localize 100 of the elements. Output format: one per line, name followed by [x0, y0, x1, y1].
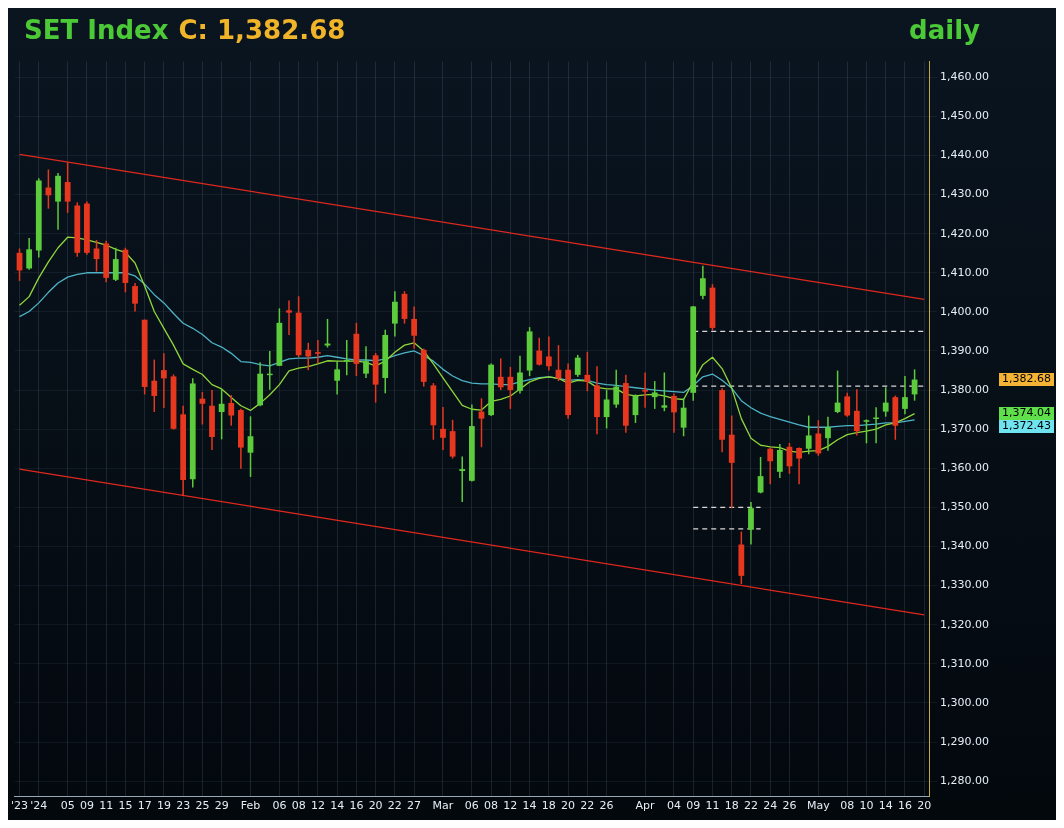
text: 1,374.04 — [1002, 406, 1051, 420]
y-tick-label: 1,370.00 — [940, 422, 989, 436]
y-tick-label: 1,390.00 — [940, 343, 989, 357]
candlestick — [651, 380, 658, 410]
x-tick-label: Apr — [635, 799, 656, 813]
x-tick-label: 20 — [917, 799, 932, 813]
candlestick — [545, 335, 552, 372]
x-tick-label: 18 — [541, 799, 556, 813]
x-tick-label: 14 — [878, 799, 893, 813]
chart-title: SET Index — [24, 15, 169, 45]
candlestick — [411, 305, 418, 350]
candlestick — [507, 366, 514, 410]
candlestick — [26, 237, 33, 271]
x-tick-label: 26 — [599, 799, 614, 813]
candlestick — [796, 446, 802, 486]
candlestick — [286, 299, 292, 336]
candlestick — [776, 443, 783, 479]
candlestick — [218, 388, 225, 441]
candlestick — [767, 446, 774, 486]
y-tick-label: 1,400.00 — [940, 304, 989, 318]
candlestick — [661, 371, 668, 412]
chart-subtitle: daily — [909, 15, 980, 45]
x-tick-label: 16 — [897, 799, 912, 813]
candlestick — [863, 418, 870, 445]
x-tick-label: 18 — [724, 799, 739, 813]
x-tick-label: 16 — [349, 799, 364, 813]
x-tick-label: 05 — [60, 799, 75, 813]
x-tick-label: 19 — [156, 799, 171, 813]
x-tick-label: 08 — [840, 799, 855, 813]
text: C: 1,382.68 — [178, 15, 346, 45]
candlestick — [613, 369, 620, 409]
y-tick-label: 1,360.00 — [940, 461, 989, 475]
candlestick — [671, 392, 677, 434]
candlestick — [882, 386, 889, 418]
candlestick — [825, 415, 831, 452]
x-tick-label: 08 — [291, 799, 306, 813]
candlestick — [132, 282, 138, 313]
y-tick-label: 1,440.00 — [940, 148, 989, 162]
x-tick-label: Mar — [432, 799, 454, 813]
candlestick — [112, 247, 119, 282]
candlestick — [844, 392, 851, 418]
x-tick-label: 09 — [686, 799, 701, 813]
y-tick-label: 1,320.00 — [940, 617, 989, 631]
y-tick-label: 1,410.00 — [940, 265, 989, 279]
x-tick-label: 12 — [503, 799, 518, 813]
candlestick — [574, 354, 581, 378]
x-tick-label: 15 — [118, 799, 133, 813]
x-tick-label: 10 — [859, 799, 874, 813]
x-tick-label: 12 — [310, 799, 325, 813]
x-tick-label: 23 — [176, 799, 191, 813]
x-tick-label: Feb — [240, 799, 261, 813]
x-tick-label: 24 — [763, 799, 778, 813]
x-tick-label: '23 — [11, 799, 29, 813]
candlestick — [314, 339, 321, 365]
candlestick — [584, 351, 591, 393]
y-tick-label: 1,300.00 — [940, 695, 989, 709]
y-tick-label: 1,460.00 — [940, 70, 989, 84]
x-tick-label: 14 — [330, 799, 345, 813]
candlestick — [64, 161, 71, 214]
candlestick — [161, 352, 167, 409]
candlestick — [391, 290, 398, 338]
x-tick-label: 17 — [137, 799, 152, 813]
x-tick-label: 22 — [580, 799, 595, 813]
candlestick — [748, 501, 754, 546]
x-tick-label: 06 — [272, 799, 287, 813]
y-tick-label: 1,380.00 — [940, 382, 989, 396]
x-tick-label: 22 — [387, 799, 402, 813]
candlestick — [517, 354, 523, 395]
x-tick-label: 04 — [666, 799, 681, 813]
x-tick-label: 06 — [464, 799, 479, 813]
text: 1,372.43 — [1002, 419, 1051, 433]
candlestick — [699, 264, 706, 301]
candlestick — [305, 342, 312, 371]
candlestick — [536, 336, 543, 367]
y-tick-label: 1,420.00 — [940, 226, 989, 240]
x-tick-label: 14 — [522, 799, 537, 813]
candlestick — [497, 357, 504, 391]
candlestick — [440, 406, 446, 451]
candlestick — [902, 375, 908, 416]
x-tick-label: '24 — [30, 799, 48, 813]
candlestick — [228, 394, 235, 427]
x-tick-label: 26 — [782, 799, 797, 813]
y-tick-label: 1,430.00 — [940, 187, 989, 201]
y-tick-label: 1,450.00 — [940, 109, 989, 123]
y-tick-label: 1,280.00 — [940, 774, 989, 788]
candlestick — [853, 388, 860, 437]
x-tick-label: 22 — [743, 799, 758, 813]
candlestick — [334, 360, 341, 396]
x-tick-label: 08 — [484, 799, 499, 813]
candlestick — [642, 371, 648, 409]
x-tick-label: May — [806, 799, 831, 813]
y-tick-label: 1,340.00 — [940, 539, 989, 553]
candlestick — [459, 455, 466, 503]
y-tick-label: 1,290.00 — [940, 734, 989, 748]
y-tick-label: 1,350.00 — [940, 500, 989, 514]
candlestick — [873, 406, 879, 445]
x-tick-label: 20 — [368, 799, 383, 813]
x-tick-label: 25 — [195, 799, 210, 813]
x-tick-label: 27 — [407, 799, 422, 813]
y-tick-label: 1,310.00 — [940, 656, 989, 670]
